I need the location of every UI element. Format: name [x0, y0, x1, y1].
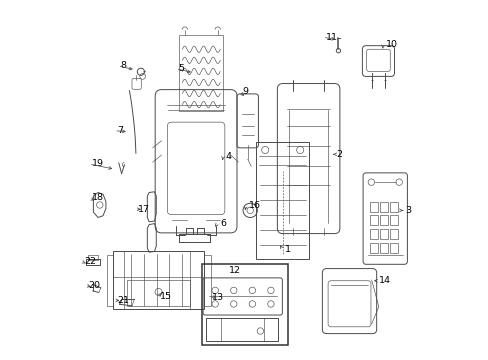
Bar	[389, 215, 397, 225]
Text: 13: 13	[211, 293, 224, 302]
Text: 1: 1	[285, 245, 291, 254]
Bar	[389, 243, 397, 252]
Bar	[389, 202, 397, 212]
Bar	[113, 251, 203, 309]
Text: 5: 5	[178, 64, 184, 73]
Text: 22: 22	[84, 257, 96, 266]
Text: 7: 7	[117, 126, 122, 135]
Bar	[369, 215, 377, 225]
Bar	[369, 243, 377, 252]
Text: 11: 11	[325, 33, 337, 42]
Text: 9: 9	[242, 87, 247, 96]
Text: 16: 16	[248, 201, 260, 210]
Bar	[380, 202, 387, 212]
Bar	[86, 259, 100, 265]
Bar	[369, 202, 377, 212]
Text: 21: 21	[117, 296, 129, 305]
Text: 12: 12	[228, 266, 240, 275]
Text: 15: 15	[160, 292, 172, 301]
Bar	[106, 255, 113, 306]
Bar	[389, 229, 397, 239]
Bar	[380, 243, 387, 252]
Bar	[206, 318, 278, 342]
Text: 10: 10	[385, 40, 397, 49]
Text: 4: 4	[225, 152, 231, 161]
Text: 18: 18	[92, 193, 104, 202]
Bar	[256, 142, 308, 259]
Bar	[380, 215, 387, 225]
Text: 19: 19	[91, 159, 103, 168]
Text: 14: 14	[378, 276, 390, 285]
Text: 17: 17	[138, 205, 150, 214]
Bar	[127, 280, 189, 306]
Bar	[380, 229, 387, 239]
Bar	[203, 255, 210, 306]
Text: 8: 8	[121, 61, 126, 70]
Text: 20: 20	[88, 281, 100, 290]
Bar	[179, 35, 223, 111]
Text: 3: 3	[405, 206, 411, 215]
Bar	[88, 255, 98, 260]
Text: 6: 6	[220, 219, 226, 228]
Bar	[369, 229, 377, 239]
Bar	[202, 264, 287, 345]
Text: 2: 2	[336, 150, 342, 159]
